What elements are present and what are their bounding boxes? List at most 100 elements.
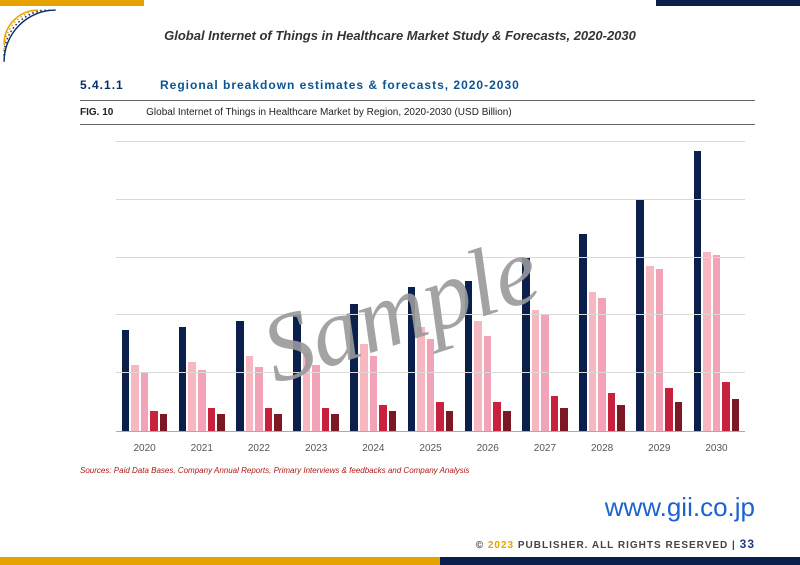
bar: [675, 402, 683, 431]
figure-label: FIG. 10: [80, 107, 113, 118]
bar: [265, 408, 273, 431]
bar: [236, 321, 244, 431]
x-tick-label: 2026: [459, 443, 516, 454]
bar: [255, 367, 263, 431]
bar: [436, 402, 444, 431]
bar: [713, 255, 721, 431]
x-axis-labels: 2020202120222023202420252026202720282029…: [116, 443, 745, 454]
bar: [274, 414, 282, 431]
bar-group: [631, 142, 688, 431]
page: Global Internet of Things in Healthcare …: [0, 0, 800, 565]
bar: [427, 339, 435, 431]
bar: [131, 365, 139, 431]
bar: [608, 393, 616, 431]
bar: [379, 405, 387, 431]
bar: [465, 281, 473, 431]
bar: [389, 411, 397, 431]
bar-group: [230, 142, 287, 431]
top-seg-3: [656, 0, 800, 6]
bar: [246, 356, 254, 431]
section-number: 5.4.1.1: [80, 78, 124, 92]
x-tick-label: 2030: [688, 443, 745, 454]
bar-chart: 2020202120222023202420252026202720282029…: [80, 134, 755, 460]
bar: [331, 414, 339, 431]
copyright-publisher: PUBLISHER. ALL RIGHTS RESERVED |: [514, 540, 740, 551]
bar-group: [459, 142, 516, 431]
bar-group: [688, 142, 745, 431]
plot-area: [116, 142, 745, 432]
copyright-year: 2023: [488, 540, 514, 551]
bar: [474, 321, 482, 431]
x-tick-label: 2027: [516, 443, 573, 454]
bar: [532, 310, 540, 431]
bar: [350, 304, 358, 431]
bar: [217, 414, 225, 431]
figure-caption: Global Internet of Things in Healthcare …: [146, 107, 512, 118]
bar: [370, 356, 378, 431]
bar: [541, 315, 549, 431]
bar: [694, 151, 702, 431]
top-seg-1: [0, 0, 144, 6]
foot-seg-1: [0, 557, 440, 565]
x-tick-label: 2029: [631, 443, 688, 454]
top-accent-bar: [0, 0, 800, 6]
x-tick-label: 2022: [230, 443, 287, 454]
copyright-line: © 2023 PUBLISHER. ALL RIGHTS RESERVED | …: [476, 537, 755, 551]
bar: [598, 298, 606, 431]
bar: [122, 330, 130, 431]
bar: [150, 411, 158, 431]
bar-groups: [116, 142, 745, 431]
bar: [208, 408, 216, 431]
bar: [417, 327, 425, 431]
bar: [322, 408, 330, 431]
bar: [551, 396, 559, 431]
copyright-prefix: ©: [476, 540, 488, 551]
bar: [646, 266, 654, 431]
bar-group: [288, 142, 345, 431]
bar: [722, 382, 730, 431]
bar: [293, 315, 301, 431]
bar: [636, 200, 644, 431]
x-tick-label: 2028: [574, 443, 631, 454]
bar: [560, 408, 568, 431]
x-tick-label: 2024: [345, 443, 402, 454]
bar: [484, 336, 492, 431]
footer-accent-bar: [0, 557, 800, 565]
bar-group: [574, 142, 631, 431]
bar: [408, 287, 416, 432]
footer-url[interactable]: www.gii.co.jp: [605, 492, 755, 523]
section-title: Regional breakdown estimates & forecasts…: [160, 78, 520, 92]
bar-group: [116, 142, 173, 431]
top-seg-2: [144, 0, 656, 6]
bar: [160, 414, 168, 431]
bar-group: [516, 142, 573, 431]
bar-group: [173, 142, 230, 431]
bar: [493, 402, 501, 431]
bar: [732, 399, 740, 431]
document-title: Global Internet of Things in Healthcare …: [0, 28, 800, 43]
bar-group: [345, 142, 402, 431]
bar: [303, 353, 311, 431]
bar: [312, 365, 320, 431]
page-number: 33: [740, 537, 755, 551]
bar: [579, 234, 587, 431]
source-note: Sources: Paid Data Bases, Company Annual…: [80, 466, 469, 475]
bar: [198, 370, 206, 431]
figure-header: FIG. 10 Global Internet of Things in Hea…: [80, 100, 755, 125]
bar: [617, 405, 625, 431]
x-tick-label: 2025: [402, 443, 459, 454]
foot-seg-2: [440, 557, 800, 565]
bar: [141, 373, 149, 431]
x-tick-label: 2020: [116, 443, 173, 454]
bar: [179, 327, 187, 431]
bar: [656, 269, 664, 431]
x-tick-label: 2023: [288, 443, 345, 454]
bar: [360, 344, 368, 431]
bar: [703, 252, 711, 431]
bar: [522, 258, 530, 431]
bar: [589, 292, 597, 431]
bar: [665, 388, 673, 431]
bar: [503, 411, 511, 431]
bar: [446, 411, 454, 431]
bar-group: [402, 142, 459, 431]
